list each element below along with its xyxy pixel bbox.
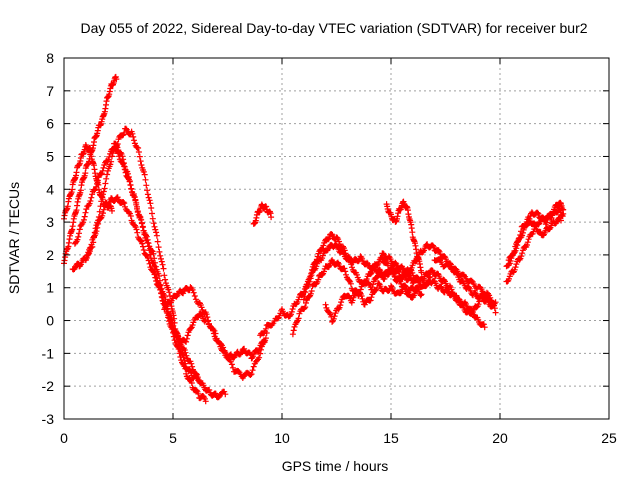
chart-title: Day 055 of 2022, Sidereal Day-to-day VTE… [80,20,587,36]
plot-frame [63,57,610,420]
x-tick-label: 0 [60,430,68,446]
y-axis-label: SDTVAR / TECUs [6,182,22,294]
data-point-markers [431,256,499,307]
y-tick-label: 4 [46,181,54,197]
data-point-markers [111,140,203,384]
series-arc-2 [61,73,120,267]
series-arc-17 [431,256,499,307]
data-point-markers [82,194,229,401]
series-arc-9 [250,201,275,227]
x-tick-label: 15 [383,430,399,446]
x-axis-label: GPS time / hours [282,458,389,474]
series-arc-4 [71,145,209,405]
data-point-markers [322,280,421,325]
y-tick-label: 0 [46,313,54,329]
y-tick-label: 8 [46,50,54,66]
x-tick-label: 20 [492,430,508,446]
series-arc-8 [204,318,270,381]
data-series [61,73,567,405]
series-arc-6 [111,140,203,384]
series-arc-5 [82,194,229,401]
y-tick-label: 5 [46,148,54,164]
series-arc-13 [322,280,421,325]
x-tick-label: 25 [601,430,617,446]
y-tick-label: -3 [42,411,55,427]
x-tick-label: 5 [169,430,177,446]
axis-ticks: 0 5 10 15 20 25 -3 -2 -1 0 1 2 3 4 5 6 7 8 [42,50,617,446]
data-point-markers [204,318,270,381]
y-tick-label: 3 [46,214,54,230]
grid [64,58,609,419]
series-arc-20 [505,214,564,264]
y-tick-label: 6 [46,116,54,132]
data-point-markers [250,201,275,227]
y-tick-label: 1 [46,280,54,296]
y-tick-label: -2 [42,378,55,394]
y-tick-label: 2 [46,247,54,263]
y-tick-label: 7 [46,83,54,99]
data-point-markers [61,73,120,267]
data-point-markers [71,145,209,405]
y-tick-label: -1 [42,345,55,361]
data-point-markers [505,214,564,264]
x-tick-label: 10 [274,430,290,446]
